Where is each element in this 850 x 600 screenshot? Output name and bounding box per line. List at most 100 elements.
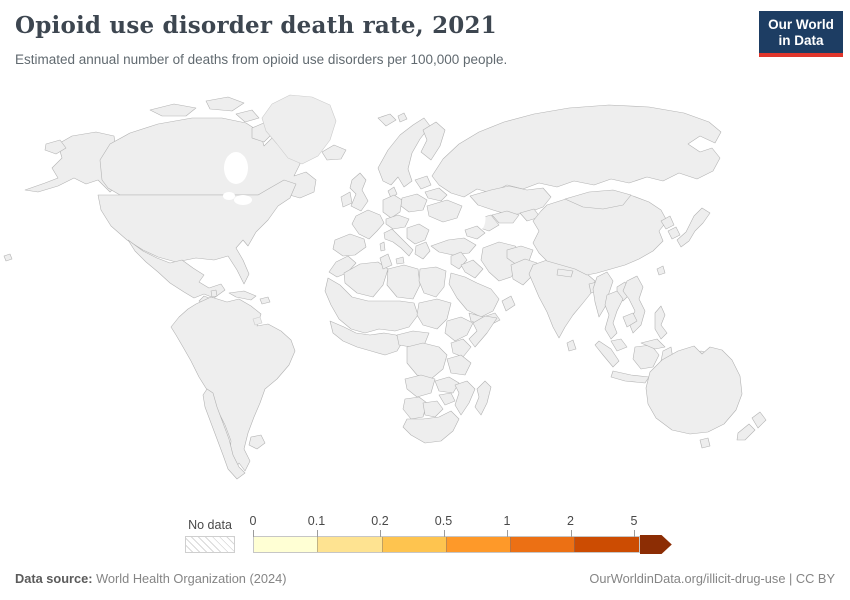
country-zambia[interactable] — [434, 376, 460, 394]
region-sahel[interactable] — [324, 277, 419, 334]
country-tanzania[interactable] — [446, 354, 472, 376]
legend-bin[interactable] — [317, 537, 382, 552]
country-poland[interactable] — [400, 193, 428, 213]
country-philippines[interactable] — [654, 305, 668, 340]
country-namibia[interactable] — [402, 396, 428, 420]
legend-tick-mark — [634, 530, 635, 537]
legend-no-data-swatch[interactable] — [185, 536, 235, 553]
country-indonesia-sumatra[interactable] — [594, 340, 620, 368]
country-south-africa[interactable] — [402, 410, 460, 444]
country-greenland[interactable] — [261, 94, 337, 165]
country-sri-lanka[interactable] — [566, 339, 577, 352]
country-mongolia[interactable] — [564, 189, 632, 210]
country-madagascar[interactable] — [474, 380, 492, 416]
country-germany[interactable] — [382, 194, 403, 219]
country-norway-sweden[interactable] — [377, 117, 431, 188]
legend-bin[interactable] — [510, 537, 575, 552]
country-australia-tasmania[interactable] — [699, 437, 711, 449]
country-french-guiana[interactable] — [252, 316, 263, 326]
country-italy-sicily[interactable] — [395, 256, 405, 265]
country-libya[interactable] — [386, 264, 421, 300]
country-russia[interactable] — [431, 104, 722, 198]
country-cuba[interactable] — [228, 290, 257, 301]
region-kenya-uganda[interactable] — [450, 338, 472, 358]
country-france[interactable] — [351, 209, 385, 240]
country-svalbard-2[interactable] — [397, 112, 408, 123]
country-canada-arctic-2[interactable] — [205, 96, 245, 112]
region-baltic-states[interactable] — [414, 175, 432, 190]
country-japan[interactable] — [676, 207, 711, 248]
country-mexico[interactable] — [127, 239, 226, 299]
country-botswana[interactable] — [422, 400, 444, 418]
owid-logo[interactable]: Our World in Data — [759, 11, 843, 57]
country-china[interactable] — [532, 191, 668, 276]
region-central-africa[interactable] — [396, 330, 430, 348]
country-kazakhstan[interactable] — [469, 185, 552, 216]
country-indonesia-java[interactable] — [610, 370, 650, 384]
country-new-zealand-south[interactable] — [736, 423, 756, 441]
country-iceland[interactable] — [321, 144, 347, 161]
country-zimbabwe[interactable] — [438, 392, 456, 406]
region-central-europe[interactable] — [385, 214, 410, 230]
region-caucasus[interactable] — [464, 225, 486, 240]
country-iraq[interactable] — [460, 259, 484, 279]
country-vietnam[interactable] — [622, 275, 646, 334]
country-tunisia[interactable] — [379, 253, 393, 270]
country-ukraine[interactable] — [426, 199, 463, 223]
country-belarus[interactable] — [424, 187, 448, 202]
country-united-kingdom[interactable] — [349, 172, 369, 212]
country-cambodia[interactable] — [622, 312, 638, 328]
country-saudi-arabia[interactable] — [448, 272, 500, 318]
country-italy-sardinia[interactable] — [379, 241, 386, 252]
country-chile[interactable] — [202, 388, 246, 480]
country-greece[interactable] — [414, 241, 431, 260]
country-malaysia[interactable] — [610, 338, 628, 352]
country-north-korea[interactable] — [660, 215, 675, 230]
country-oman[interactable] — [501, 295, 516, 312]
license-link[interactable]: OurWorldinData.org/illicit-drug-use | CC… — [589, 571, 835, 586]
country-canada-arctic-3[interactable] — [235, 109, 260, 123]
country-uzbekistan[interactable] — [491, 210, 520, 224]
country-new-zealand-north[interactable] — [751, 411, 767, 429]
country-drc[interactable] — [406, 342, 448, 380]
country-united-states-hawaii[interactable] — [3, 253, 13, 262]
region-south-america[interactable] — [170, 296, 296, 472]
region-west-africa[interactable] — [329, 320, 404, 356]
country-ireland[interactable] — [340, 191, 353, 208]
legend-no-data-label: No data — [188, 518, 232, 532]
legend-bin[interactable] — [574, 537, 639, 552]
legend-bin[interactable] — [445, 537, 511, 552]
legend-tick-label: 0.1 — [307, 514, 326, 528]
country-angola[interactable] — [404, 374, 436, 398]
country-taiwan[interactable] — [656, 265, 666, 276]
region-balkans[interactable] — [406, 223, 430, 245]
country-mozambique[interactable] — [454, 380, 476, 416]
legend-bin-open-ended[interactable] — [639, 535, 672, 554]
country-hispaniola[interactable] — [259, 296, 271, 305]
country-belize[interactable] — [210, 289, 218, 298]
country-svalbard-1[interactable] — [377, 113, 397, 127]
country-finland[interactable] — [420, 121, 446, 161]
legend-bin[interactable] — [254, 537, 318, 552]
legend-bin[interactable] — [381, 537, 446, 552]
country-italy[interactable] — [383, 228, 414, 257]
country-south-korea[interactable] — [667, 226, 681, 240]
country-sudan[interactable] — [416, 298, 452, 330]
country-algeria[interactable] — [343, 261, 389, 298]
country-malaysia-borneo[interactable] — [640, 338, 666, 350]
legend-tick-label: 0.5 — [434, 514, 453, 528]
country-spain-portugal[interactable] — [332, 233, 367, 257]
country-somalia[interactable] — [468, 315, 498, 348]
country-egypt[interactable] — [418, 266, 447, 298]
country-myanmar[interactable] — [592, 271, 614, 318]
country-uruguay[interactable] — [248, 434, 266, 450]
country-nepal[interactable] — [556, 268, 574, 278]
country-thailand[interactable] — [604, 290, 624, 340]
country-united-states[interactable] — [97, 179, 297, 285]
country-canada-arctic-1[interactable] — [149, 103, 197, 117]
country-ethiopia[interactable] — [444, 316, 474, 342]
country-russia-chukotka[interactable] — [44, 139, 67, 155]
country-australia[interactable] — [645, 345, 743, 435]
legend-tick-label: 0.2 — [371, 514, 389, 528]
country-turkey[interactable] — [430, 237, 477, 256]
